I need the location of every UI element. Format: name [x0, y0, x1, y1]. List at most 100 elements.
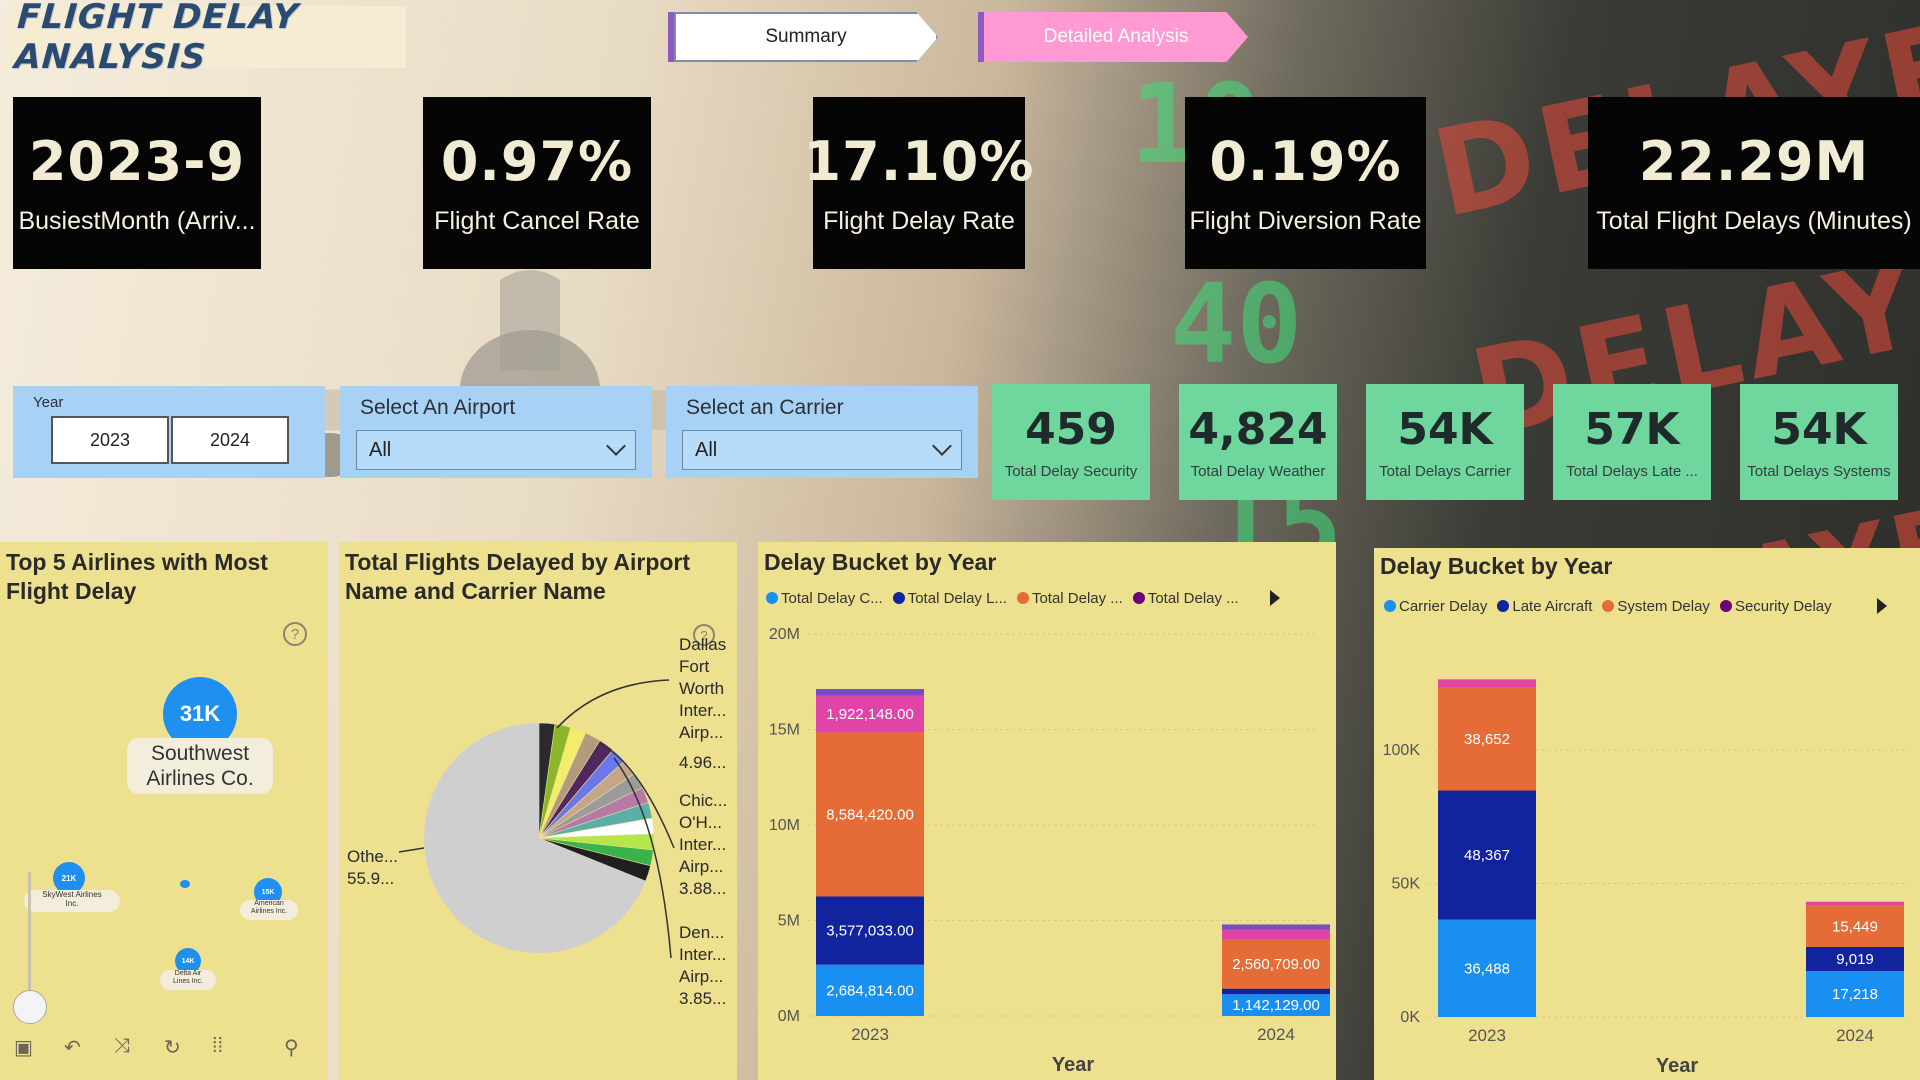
bar-segment: [1806, 946, 1904, 972]
kpi-label: Flight Diversion Rate: [1189, 207, 1422, 235]
bar-segment: [1222, 939, 1330, 989]
carrier-slicer-title: Select an Carrier: [686, 396, 844, 419]
year-option-2023[interactable]: 2023: [51, 416, 169, 464]
y-tick-label: 20M: [769, 626, 800, 643]
bar-segment: [1222, 994, 1330, 1016]
bubble-delta[interactable]: 14K: [175, 948, 201, 974]
kpi-delay-rate: 17.10% Flight Delay Rate: [804, 97, 1033, 269]
legend-next-arrow-icon[interactable]: [1270, 590, 1280, 606]
data-label: 15,449: [1832, 918, 1878, 935]
year-option-2024[interactable]: 2024: [171, 416, 289, 464]
legend-next-arrow-icon[interactable]: [1877, 598, 1887, 614]
bubble-label: Delta Air Lines Inc.: [160, 970, 216, 990]
help-icon[interactable]: ?: [693, 624, 715, 646]
data-label: 36,488: [1464, 960, 1510, 977]
airport-slicer-title: Select An Airport: [360, 396, 516, 419]
airport-slicer: Select An Airport All: [340, 386, 652, 478]
kpi-cancel-rate: 0.97% Flight Cancel Rate: [423, 97, 651, 269]
chevron-down-icon: [606, 436, 626, 456]
legend-item[interactable]: Late Aircraft: [1497, 598, 1592, 615]
legend-item[interactable]: Total Delay ...: [1132, 590, 1239, 607]
y-tick-label: 5M: [778, 913, 800, 930]
data-label: 9,019: [1836, 951, 1874, 968]
chevron-down-icon: [932, 436, 952, 456]
chart-title: Delay Bucket by Year: [764, 549, 997, 575]
airport-pie-panel: Total Flights Delayed by Airport Name an…: [339, 542, 737, 1080]
kpi-total-delay-minutes: 22.29M Total Flight Delays (Minutes): [1588, 97, 1920, 269]
card-delays-carrier: 54K Total Delays Carrier: [1366, 384, 1524, 500]
x-tick-label: 2024: [1836, 1026, 1874, 1045]
delay-bucket-chart-1: 0M 5M 10M 15M 20M 2,684,814.00 3,577,033.00 8,5…: [769, 626, 1330, 1076]
dashboard-title: FLIGHT DELAY ANALYSIS: [13, 0, 300, 77]
refresh-icon[interactable]: ↻: [164, 1037, 181, 1059]
x-axis-title: Year: [1052, 1054, 1094, 1076]
data-label: 8,584,420.00: [826, 806, 914, 823]
data-label: 2,684,814.00: [826, 982, 914, 999]
image-icon[interactable]: ▣: [14, 1037, 33, 1059]
shuffle-icon[interactable]: ⤨: [114, 1035, 130, 1057]
legend-item[interactable]: Carrier Delay: [1384, 598, 1487, 615]
card-delay-weather: 4,824 Total Delay Weather: [1179, 384, 1337, 500]
pie-label-dfw: Dallas Fort Worth Inter... Airp... 4.96.…: [679, 635, 727, 772]
pie-label-den: Den... Inter... Airp... 3.85...: [679, 923, 727, 1008]
bar-segment: [816, 689, 924, 696]
legend-item[interactable]: Total Delay ...: [1016, 590, 1123, 607]
kpi-busiest-month: 2023-9 BusiestMonth (Arriv...: [13, 97, 261, 269]
pie-leader-line: [598, 742, 675, 849]
bar-segment: [816, 732, 924, 897]
card-value: 4,824: [1188, 404, 1328, 455]
detailed-analysis-nav-button[interactable]: Detailed Analysis: [978, 12, 1248, 62]
kpi-label: Flight Cancel Rate: [434, 207, 640, 235]
zoom-slider-handle[interactable]: [13, 990, 47, 1024]
airport-dropdown[interactable]: All: [356, 430, 636, 470]
card-label: Total Delays Carrier: [1379, 463, 1511, 480]
help-icon[interactable]: ?: [283, 622, 307, 646]
data-label: 38,652: [1464, 731, 1510, 748]
slider-track: [28, 872, 31, 1000]
y-tick-label: 0K: [1400, 1009, 1420, 1026]
top-airlines-panel: Top 5 Airlines with Most Flight Delay ? …: [0, 542, 328, 1080]
kpi-value: 0.97%: [440, 130, 634, 193]
bubble-skywest[interactable]: 21K: [53, 862, 85, 894]
grid-icon[interactable]: ⁞⁞: [212, 1035, 224, 1057]
chart-legend: Total Delay C... Total Delay L... Total …: [766, 590, 1239, 607]
kpi-value: 17.10%: [803, 130, 1035, 193]
legend-item[interactable]: Total Delay C...: [766, 590, 883, 607]
legend-item[interactable]: System Delay: [1602, 598, 1710, 615]
bubble-small-unlabeled[interactable]: [180, 880, 190, 888]
pie-leader-line: [398, 847, 425, 853]
card-delays-systems: 54K Total Delays Systems: [1740, 384, 1898, 500]
panel-title: Total Flights Delayed by Airport Name an…: [345, 549, 691, 604]
bar-segment: [816, 695, 924, 733]
pie-leader-line: [556, 679, 670, 729]
card-label: Total Delay Security: [1004, 463, 1138, 480]
bar-segment: [1222, 929, 1330, 940]
card-label: Total Delays Late ...: [1566, 463, 1698, 480]
y-tick-label: 100K: [1383, 742, 1421, 759]
carrier-slicer: Select an Carrier All: [666, 386, 978, 478]
background-digits: 40: [1170, 260, 1303, 388]
summary-nav-button[interactable]: Summary: [668, 12, 938, 62]
data-label: 1,142,129.00: [1232, 997, 1320, 1014]
x-tick-label: 2023: [851, 1025, 889, 1044]
undo-icon[interactable]: ↶: [64, 1037, 81, 1059]
pie-slice: [538, 837, 651, 882]
delay-bucket-chart-2: 0K 50K 100K 36,488 48,367 38,652 2023 17,218 9,0…: [1383, 679, 1906, 1077]
bar-segment: [1438, 687, 1536, 791]
kpi-diversion-rate: 0.19% Flight Diversion Rate: [1185, 97, 1426, 269]
y-tick-label: 0M: [778, 1008, 800, 1025]
carrier-dropdown[interactable]: All: [682, 430, 962, 470]
kpi-label: Flight Delay Rate: [823, 207, 1015, 235]
bubble-label: SkyWest Airlines Inc.: [24, 890, 120, 912]
card-value: 54K: [1397, 404, 1493, 455]
legend-item[interactable]: Security Delay: [1719, 598, 1832, 615]
search-icon[interactable]: ⚲: [284, 1037, 299, 1059]
pie-label-other: Othe... 55.9...: [347, 847, 399, 888]
legend-item[interactable]: Total Delay L...: [892, 590, 1007, 607]
y-tick-label: 10M: [769, 817, 800, 834]
pie-slice-other: [424, 723, 646, 953]
data-label: 3,577,033.00: [826, 923, 914, 940]
panel-title: Top 5 Airlines with Most Flight Delay: [6, 549, 268, 604]
y-tick-label: 50K: [1392, 876, 1421, 893]
data-label: 1,922,148.00: [826, 706, 914, 723]
